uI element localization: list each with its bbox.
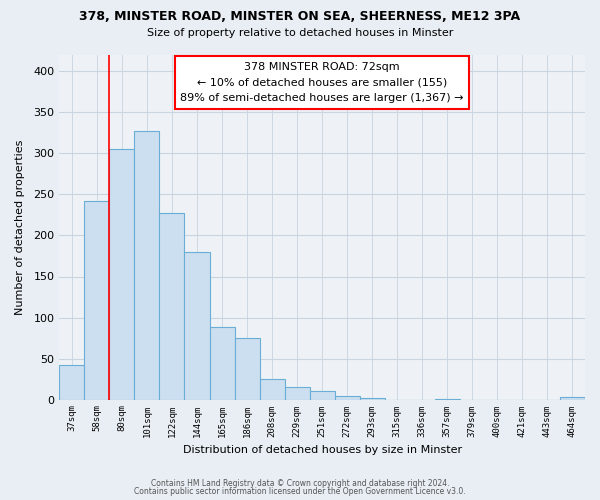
Bar (109, 148, 134, 400)
Bar (59, 365, 85, 400)
Bar (235, 338, 260, 400)
Bar (134, 132, 160, 400)
Text: 378, MINSTER ROAD, MINSTER ON SEA, SHEERNESS, ME12 3PA: 378, MINSTER ROAD, MINSTER ON SEA, SHEER… (79, 10, 521, 23)
Bar (85, 201, 109, 400)
Bar (160, 212, 184, 400)
Bar (360, 398, 385, 400)
Bar (435, 398, 460, 400)
Text: Contains public sector information licensed under the Open Government Licence v3: Contains public sector information licen… (134, 487, 466, 496)
Bar (335, 396, 360, 400)
Bar (209, 328, 235, 400)
Bar (184, 252, 209, 400)
X-axis label: Distribution of detached houses by size in Minster: Distribution of detached houses by size … (182, 445, 462, 455)
Text: Size of property relative to detached houses in Minster: Size of property relative to detached ho… (147, 28, 453, 38)
Text: Contains HM Land Registry data © Crown copyright and database right 2024.: Contains HM Land Registry data © Crown c… (151, 478, 449, 488)
Bar (260, 379, 284, 400)
Bar (560, 397, 585, 400)
Bar (310, 392, 335, 400)
Bar (284, 387, 310, 400)
Y-axis label: Number of detached properties: Number of detached properties (15, 140, 25, 315)
Text: 378 MINSTER ROAD: 72sqm  
← 10% of detached houses are smaller (155)
89% of semi: 378 MINSTER ROAD: 72sqm ← 10% of detache… (181, 62, 464, 103)
